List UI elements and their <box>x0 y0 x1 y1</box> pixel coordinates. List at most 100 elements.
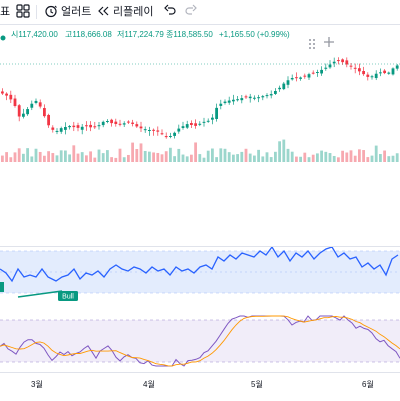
candle-body <box>185 124 189 128</box>
volume-bar <box>324 151 328 162</box>
volume-bar <box>387 156 391 162</box>
time-axis-label: 5월 <box>251 380 263 389</box>
volume-bar <box>152 152 155 162</box>
candle-body <box>194 123 197 126</box>
candle-body <box>97 125 101 127</box>
candle-body <box>13 98 17 106</box>
toolbar-partial-label[interactable]: 표 <box>0 6 11 18</box>
candle-body <box>206 120 210 122</box>
candle-body <box>198 123 202 125</box>
volume-bar <box>26 148 29 162</box>
candle-body <box>51 127 55 130</box>
undo-icon[interactable] <box>163 4 177 22</box>
volume-bar <box>97 149 101 162</box>
candle-body <box>303 75 307 77</box>
ohlc-change: +1,165.50 (+0.99%) <box>219 30 290 39</box>
volume-bar <box>148 151 151 162</box>
candle-body <box>190 123 193 125</box>
status-dot-icon <box>0 32 6 46</box>
volume-bar <box>311 154 315 162</box>
volume-bar <box>269 157 273 162</box>
candle-body <box>227 100 231 103</box>
alarm-clock-icon[interactable] <box>44 4 58 22</box>
candle-body <box>118 123 122 125</box>
volume-bar <box>59 150 63 162</box>
volume-bar <box>240 151 244 162</box>
candle-body <box>68 126 71 128</box>
volume-bar <box>232 154 235 162</box>
bull-badge-label: Bull <box>62 294 74 301</box>
replay-button[interactable]: 리플레이 <box>113 6 154 18</box>
rsi-indicator-pane[interactable]: Bull <box>0 247 400 307</box>
candle-body <box>22 113 25 117</box>
volume-bar <box>30 156 34 162</box>
candle-body <box>290 78 294 80</box>
candle-body <box>38 102 42 107</box>
volume-bar <box>85 155 88 162</box>
volume-bar <box>337 157 340 162</box>
volume-bar <box>286 148 290 162</box>
price-chart[interactable] <box>0 42 400 174</box>
volume-bar <box>190 154 193 162</box>
candle-body <box>282 83 286 90</box>
stoch-band <box>0 320 400 362</box>
candle-body <box>370 76 374 78</box>
drag-handle-icon[interactable] <box>308 37 316 55</box>
volume-bar <box>5 152 8 162</box>
candle-body <box>311 72 315 74</box>
volume-bar <box>202 157 206 162</box>
volume-bar <box>290 151 294 162</box>
candle-body <box>358 68 361 72</box>
candle-body <box>383 70 386 74</box>
bull-badge-left <box>0 282 4 292</box>
candle-body <box>156 130 160 132</box>
volume-bar <box>127 154 130 162</box>
candle-body <box>232 99 235 102</box>
volume-bar <box>299 156 302 162</box>
volume-bar <box>1 155 4 162</box>
candle-body <box>223 101 227 104</box>
volume-bar <box>164 151 168 162</box>
stochastic-indicator-pane[interactable] <box>0 312 400 370</box>
volume-bar <box>383 150 386 162</box>
volume-bar <box>261 156 265 162</box>
volume-bar <box>366 157 370 162</box>
candle-body <box>295 77 298 79</box>
pane-divider <box>0 246 400 247</box>
ohlc-low: 저117,224.79 <box>117 30 164 39</box>
redo-icon[interactable] <box>184 4 198 22</box>
volume-bar <box>114 157 118 162</box>
candle-body <box>337 60 340 62</box>
grid-icon[interactable] <box>16 4 30 22</box>
add-plus-icon[interactable] <box>322 35 336 54</box>
volume-bar <box>185 156 189 162</box>
candle-body <box>248 96 252 99</box>
volume-bar <box>248 153 252 162</box>
volume-bar <box>135 149 139 162</box>
volume-bar <box>341 150 344 162</box>
volume-bar <box>320 150 323 162</box>
candle-body <box>274 91 277 94</box>
volume-bar <box>139 143 143 162</box>
candle-body <box>286 80 290 85</box>
ohlc-open: 시117,420.00 <box>11 30 58 39</box>
volume-bar <box>169 147 172 162</box>
volume-bar <box>110 157 113 162</box>
volume-bar <box>101 153 105 162</box>
volume-bar <box>34 148 38 162</box>
volume-bar <box>265 152 269 162</box>
volume-bar <box>9 157 13 162</box>
candle-body <box>379 72 382 74</box>
rsi-line <box>0 247 399 283</box>
time-axis-label: 3월 <box>31 380 43 389</box>
replay-icon[interactable] <box>96 4 110 22</box>
alert-button[interactable]: 얼러트 <box>61 6 92 18</box>
candle-body <box>328 64 332 68</box>
candle-body <box>236 99 239 101</box>
candle-body <box>181 126 185 128</box>
candle-body <box>202 121 206 123</box>
volume-bar <box>173 156 176 162</box>
volume-bar <box>106 150 109 162</box>
volume-bar <box>236 154 239 162</box>
candle-body <box>320 69 323 74</box>
